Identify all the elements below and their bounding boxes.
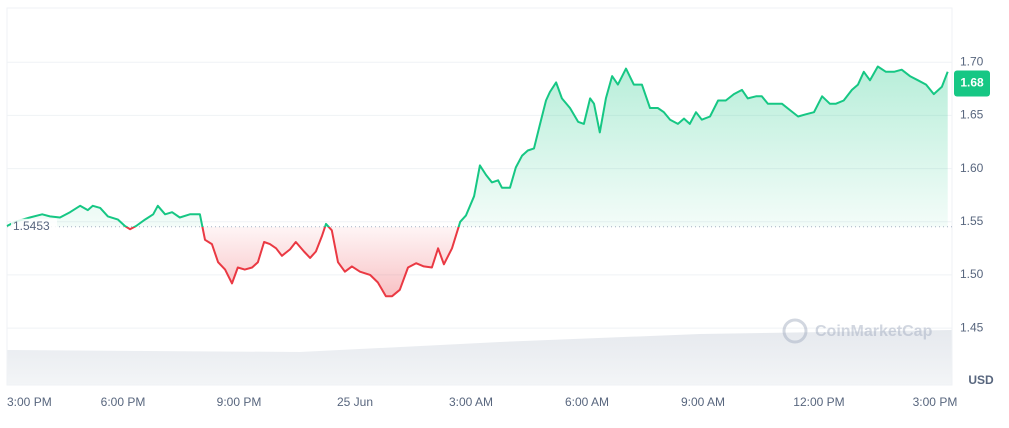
baseline-label-bg: [11, 218, 57, 235]
watermark: CoinMarketCap: [782, 318, 933, 344]
y-tick-label: 1.65: [960, 108, 984, 122]
y-tick-label: 1.55: [960, 214, 984, 228]
x-tick-label: 12:00 PM: [793, 395, 844, 409]
currency-label: USD: [968, 373, 994, 387]
y-tick-label: 1.50: [960, 267, 984, 281]
y-tick-label: 1.70: [960, 54, 984, 68]
watermark-text: CoinMarketCap: [815, 323, 933, 340]
y-tick-label: 1.60: [960, 161, 984, 175]
watermark-logo: [782, 318, 808, 344]
current-price-tag: [954, 70, 990, 97]
y-tick-label: 1.45: [960, 320, 984, 334]
current-price-label: 1.68: [960, 76, 984, 90]
baseline-label: 1.5453: [13, 219, 50, 233]
x-tick-label: 6:00 PM: [101, 395, 146, 409]
x-tick-label: 9:00 AM: [681, 395, 725, 409]
plot-frame: [6, 7, 953, 386]
x-tick-label: 3:00 AM: [449, 395, 493, 409]
x-tick-label: 3:00 PM: [913, 395, 958, 409]
volume-area: [7, 330, 952, 385]
price-line: [6, 65, 949, 298]
x-tick-label: 25 Jun: [337, 395, 373, 409]
x-tick-label: 9:00 PM: [217, 395, 262, 409]
x-tick-label: 3:00 PM: [7, 395, 52, 409]
x-tick-label: 6:00 AM: [565, 395, 609, 409]
